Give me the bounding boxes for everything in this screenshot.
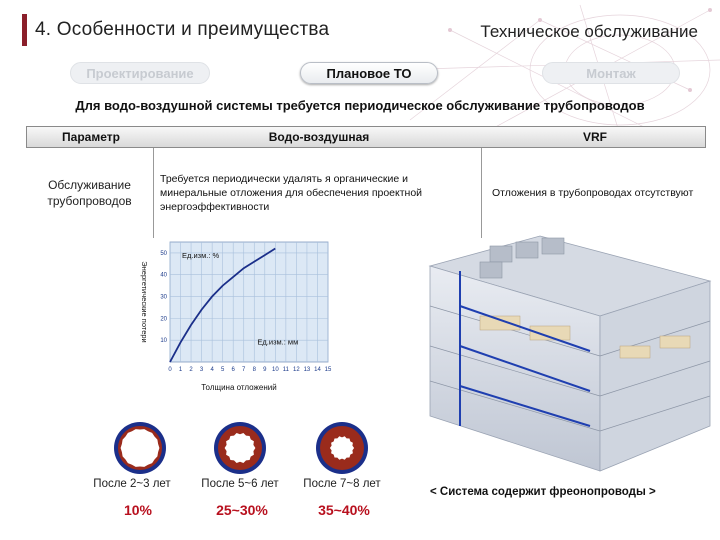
headline: Для водо-воздушной системы требуется пер… [75,98,645,113]
pipe-section-3 [316,422,368,474]
chart-plot-area [169,241,329,363]
chart-x-tick-label: 4 [210,367,214,373]
chart-y-unit-label: Ед.изм.: % [182,251,219,260]
chart-y-tick-label: 10 [160,338,167,344]
chart-x-tick-label: 10 [272,367,279,373]
pipe-inner-bore [224,433,256,463]
tab-design[interactable]: Проектирование [70,62,210,84]
chart-x-unit-label: Ед.изм.: мм [257,338,298,347]
chart-x-tick-label: 7 [242,367,246,373]
title-marker [22,14,27,46]
column-header-parameter: Параметр [62,130,120,144]
cell-parameter: Обслуживание трубопроводов [26,148,154,238]
chart-x-tick-label: 14 [314,367,321,373]
chart-x-tick-label: 8 [253,367,257,373]
pipe-loss-3: 35~40% [318,502,370,518]
chart-x-tick-label: 2 [189,367,193,373]
page-title: 4. Особенности и преимущества [35,19,330,40]
pipe-inner-bore [120,429,160,467]
pipe-label-1: После 2~3 лет [93,478,171,490]
pipe-loss-2: 25~30% [216,502,268,518]
section-title: Техническое обслуживание [480,22,698,41]
chart-x-tick-label: 9 [263,367,267,373]
system-caption: < Система содержит фреонопроводы > [430,486,656,498]
chart-x-tick-label: 1 [179,367,183,373]
pipe-loss-1: 10% [123,502,153,518]
tab-scheduled-maintenance[interactable]: Плановое ТО [300,62,438,84]
chart-y-tick-label: 50 [160,251,167,257]
chart-x-tick-label: 3 [200,367,204,373]
pipe-section-1 [114,422,166,474]
table-header: Параметр Водо-воздушная VRF [26,126,706,148]
chart-x-tick-label: 15 [325,367,332,373]
pipe-label-3: После 7~8 лет [303,478,381,490]
tab-installation[interactable]: Монтаж [542,62,680,84]
building-vrf-illustration [428,235,712,472]
page-title-bar: 4. Особенности и преимущества [22,14,329,46]
chart-x-tick-label: 13 [304,367,311,373]
pipe-label-2: После 5~6 лет [201,478,279,490]
pipe-inner-bore [329,436,355,460]
chart-y-tick-label: 30 [160,295,167,301]
pipe-section-2 [214,422,266,474]
chart-x-tick-label: 0 [168,367,172,373]
chart-x-tick-label: 6 [232,367,236,373]
chart-series-line [169,247,276,363]
chart-x-axis-label: Толщина отложений [201,383,276,392]
column-header-vrf: VRF [583,130,607,144]
chart-x-tick-label: 5 [221,367,225,373]
chart-y-tick-label: 20 [160,316,167,322]
cell-vrf: Отложения в трубопроводах отсутствуют [492,187,694,199]
chart-x-tick-label: 11 [283,367,290,373]
pipe-cross-sections [114,422,368,474]
cell-water-air: Требуется периодически удалять я органич… [154,148,482,238]
comparison-table: Параметр Водо-воздушная VRF Обслуживание… [26,126,706,238]
chart-x-tick-label: 12 [293,367,300,373]
table-row: Обслуживание трубопроводов Требуется пер… [26,148,706,238]
chart-y-tick-label: 40 [160,273,167,279]
chart-y-axis-label: Энергетические потери [140,261,149,343]
column-header-water-air: Водо-воздушная [268,130,370,144]
